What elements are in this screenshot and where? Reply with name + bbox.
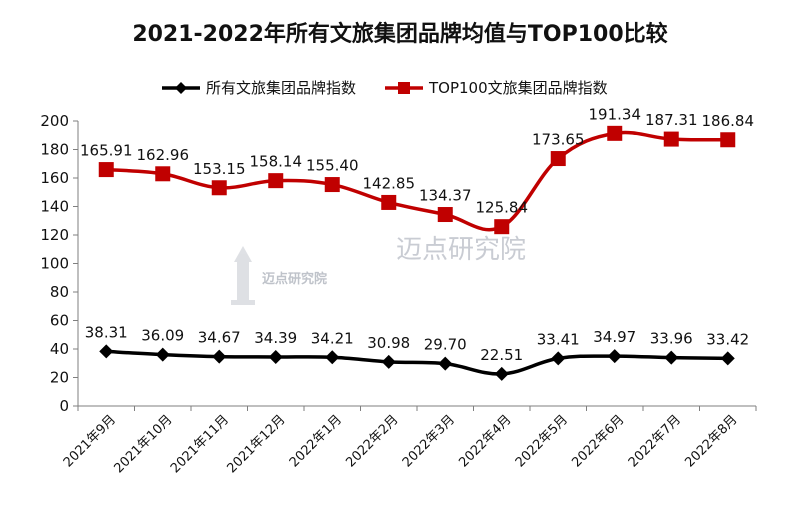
legend-label: TOP100文旅集团品牌指数 (428, 79, 608, 97)
y-tick-label: 40 (50, 340, 69, 358)
legend-entry-2: TOP100文旅集团品牌指数 (385, 79, 608, 97)
y-tick-label: 140 (40, 198, 69, 216)
x-tick-label: 2022年7月 (626, 412, 684, 470)
point-marker (212, 349, 227, 364)
x-tick-label: 2022年5月 (513, 412, 571, 470)
data-label: 34.39 (254, 329, 297, 347)
series-layer: 38.31 36.09 34.67 34.39 34.21 30.98 29.70 22.51… (80, 105, 754, 381)
x-tick-label: 2022年6月 (569, 412, 627, 470)
point-marker (494, 219, 510, 235)
x-tick-label: 2021年9月 (61, 412, 119, 470)
x-tick-label: 2022年2月 (343, 412, 401, 470)
legend: 所有文旅集团品牌指数 TOP100文旅集团品牌指数 (162, 79, 608, 97)
x-tick-label: 2021年10月 (111, 412, 175, 476)
point-marker (438, 356, 453, 371)
data-label: 173.65 (532, 131, 585, 149)
point-marker (663, 131, 679, 147)
point-marker (324, 177, 340, 193)
point-marker (550, 151, 566, 167)
axes: 0204060801001201401601802002021年9月2021年1… (40, 112, 757, 476)
data-label: 34.97 (593, 328, 636, 346)
point-marker (381, 354, 396, 369)
data-label: 33.42 (706, 330, 749, 348)
point-marker (437, 207, 453, 223)
point-marker (98, 162, 114, 178)
y-tick-label: 100 (40, 255, 69, 273)
data-label: 158.14 (250, 153, 303, 171)
y-tick-label: 160 (40, 169, 69, 187)
x-tick-label: 2022年1月 (287, 412, 345, 470)
point-marker (211, 180, 227, 196)
data-label: 187.31 (645, 111, 698, 129)
data-label: 142.85 (363, 174, 416, 192)
point-marker (720, 132, 736, 148)
point-marker (607, 349, 622, 364)
point-marker (607, 125, 623, 141)
y-tick-label: 20 (50, 369, 69, 387)
point-marker (155, 166, 171, 182)
y-tick-label: 60 (50, 312, 69, 330)
y-tick-label: 120 (40, 226, 69, 244)
legend-label: 所有文旅集团品牌指数 (206, 79, 356, 97)
legend-marker (175, 82, 187, 94)
data-label: 34.21 (311, 329, 354, 347)
point-marker (99, 344, 114, 359)
watermark: 迈点研究院 迈点研究院 (231, 235, 526, 305)
point-marker (720, 351, 735, 366)
point-marker (381, 194, 397, 210)
y-tick-label: 0 (59, 397, 69, 415)
data-label: 153.15 (193, 160, 246, 178)
chart-title: 2021-2022年所有文旅集团品牌均值与TOP100比较 (132, 22, 668, 47)
data-label: 125.84 (476, 199, 529, 217)
series-line (106, 130, 728, 232)
series-line (106, 349, 728, 376)
x-tick-label: 2022年4月 (456, 412, 514, 470)
point-marker (268, 349, 283, 364)
data-label: 30.98 (367, 334, 410, 352)
y-tick-label: 180 (40, 141, 69, 159)
point-marker (155, 347, 170, 362)
data-label: 34.67 (198, 329, 241, 347)
legend-entry-1: 所有文旅集团品牌指数 (162, 79, 356, 97)
data-label: 22.51 (480, 346, 523, 364)
watermark-small-text: 迈点研究院 (262, 271, 327, 287)
data-label: 191.34 (589, 105, 642, 123)
data-label: 155.40 (306, 157, 359, 175)
data-label: 33.41 (537, 330, 580, 348)
lighthouse-logo-icon (231, 246, 255, 305)
x-tick-label: 2021年12月 (224, 412, 288, 476)
data-label: 36.09 (141, 327, 184, 345)
data-label: 165.91 (80, 142, 133, 160)
legend-marker (398, 82, 410, 94)
y-tick-label: 80 (50, 283, 69, 301)
data-label: 134.37 (419, 187, 472, 205)
data-label: 162.96 (137, 146, 190, 164)
y-tick-label: 200 (40, 112, 69, 130)
x-tick-label: 2022年8月 (682, 412, 740, 470)
point-marker (268, 173, 284, 189)
x-tick-label: 2021年11月 (168, 412, 232, 476)
point-marker (325, 350, 340, 365)
series-1: 38.31 36.09 34.67 34.39 34.21 30.98 29.70 22.51… (85, 323, 749, 381)
watermark-text: 迈点研究院 (396, 235, 526, 265)
data-label: 33.96 (650, 330, 693, 348)
data-label: 29.70 (424, 336, 467, 354)
point-marker (494, 366, 509, 381)
data-label: 186.84 (702, 112, 755, 130)
x-tick-label: 2022年3月 (400, 412, 458, 470)
point-marker (664, 350, 679, 365)
data-label: 38.31 (85, 323, 128, 341)
point-marker (551, 351, 566, 366)
